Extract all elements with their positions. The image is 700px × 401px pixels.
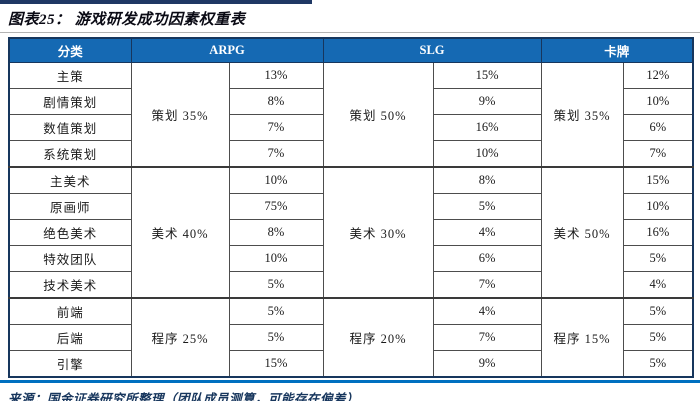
arpg-value-cell: 10% <box>228 245 324 272</box>
card-value-cell: 15% <box>622 166 694 194</box>
card-value-cell: 10% <box>622 193 694 220</box>
arpg-value-cell: 75% <box>228 193 324 220</box>
header-cell-card: 卡牌 <box>540 37 694 63</box>
arpg-value-cell: 10% <box>228 166 324 194</box>
card-value-cell: 7% <box>622 140 694 168</box>
slg-value-cell: 15% <box>432 62 542 89</box>
header-cell-arpg: ARPG <box>130 37 324 63</box>
bottom-accent-rule <box>0 380 700 383</box>
table-row: 原画师 75% 5% 10% <box>8 193 694 220</box>
category-cell: 后端 <box>8 324 132 351</box>
slg-value-cell: 16% <box>432 114 542 141</box>
slg-value-cell: 8% <box>432 166 542 194</box>
table-row: 特效团队 10% 6% 5% <box>8 245 694 272</box>
figure-top-rule <box>0 0 312 4</box>
card-value-cell: 5% <box>622 297 694 325</box>
table-row: 数值策划 7% 16% 6% <box>8 114 694 141</box>
table-row: 后端 5% 7% 5% <box>8 324 694 351</box>
category-cell: 主策 <box>8 62 132 89</box>
arpg-value-cell: 7% <box>228 114 324 141</box>
category-cell: 前端 <box>8 297 132 325</box>
slg-value-cell: 7% <box>432 271 542 299</box>
card-value-cell: 10% <box>622 88 694 115</box>
slg-value-cell: 9% <box>432 88 542 115</box>
source-note: 来源：国金证券研究所整理（团队成员测算，可能存在偏差） <box>8 392 360 401</box>
arpg-value-cell: 5% <box>228 324 324 351</box>
category-cell: 系统策划 <box>8 140 132 168</box>
category-cell: 技术美术 <box>8 271 132 299</box>
card-group-label-cell: 美术 50% <box>540 166 624 299</box>
arpg-group-label-cell: 策划 35% <box>130 62 230 168</box>
slg-value-cell: 4% <box>432 219 542 246</box>
card-value-cell: 5% <box>622 245 694 272</box>
slg-group-label-cell: 程序 20% <box>322 297 434 378</box>
arpg-value-cell: 13% <box>228 62 324 89</box>
table-row: 前端 程序 25% 5% 程序 20% 4% 程序 15% 5% <box>8 297 694 378</box>
card-group-label-cell: 策划 35% <box>540 62 624 168</box>
table-row: 剧情策划 8% 9% 10% <box>8 88 694 115</box>
header-cell-category: 分类 <box>8 37 132 63</box>
slg-value-cell: 5% <box>432 193 542 220</box>
card-value-cell: 5% <box>622 324 694 351</box>
category-cell: 引擎 <box>8 350 132 378</box>
arpg-value-cell: 7% <box>228 140 324 168</box>
card-value-cell: 5% <box>622 350 694 378</box>
category-cell: 原画师 <box>8 193 132 220</box>
category-cell: 特效团队 <box>8 245 132 272</box>
category-cell: 剧情策划 <box>8 88 132 115</box>
arpg-group-label-cell: 美术 40% <box>130 166 230 299</box>
figure-title: 图表25： 游戏研发成功因素权重表 <box>8 12 246 28</box>
table-row: 主策 策划 35% 13% 策划 50% 15% 策划 35% 12% <box>8 62 694 168</box>
header-cell-slg: SLG <box>322 37 542 63</box>
card-value-cell: 16% <box>622 219 694 246</box>
arpg-value-cell: 5% <box>228 271 324 299</box>
table-row: 系统策划 7% 10% 7% <box>8 140 694 168</box>
arpg-value-cell: 5% <box>228 297 324 325</box>
card-value-cell: 6% <box>622 114 694 141</box>
slg-value-cell: 4% <box>432 297 542 325</box>
arpg-value-cell: 8% <box>228 88 324 115</box>
arpg-group-label-cell: 程序 25% <box>130 297 230 378</box>
table-row: 技术美术 5% 7% 4% <box>8 271 694 299</box>
table-header-row: 分类 ARPG SLG 卡牌 <box>8 37 694 63</box>
table-row: 引擎 15% 9% 5% <box>8 350 694 378</box>
arpg-value-cell: 15% <box>228 350 324 378</box>
slg-group-label-cell: 美术 30% <box>322 166 434 299</box>
card-group-label-cell: 程序 15% <box>540 297 624 378</box>
card-value-cell: 4% <box>622 271 694 299</box>
arpg-value-cell: 8% <box>228 219 324 246</box>
category-cell: 主美术 <box>8 166 132 194</box>
slg-value-cell: 6% <box>432 245 542 272</box>
slg-group-label-cell: 策划 50% <box>322 62 434 168</box>
card-value-cell: 12% <box>622 62 694 89</box>
category-cell: 数值策划 <box>8 114 132 141</box>
slg-value-cell: 10% <box>432 140 542 168</box>
slg-value-cell: 7% <box>432 324 542 351</box>
title-divider <box>0 32 700 33</box>
slg-value-cell: 9% <box>432 350 542 378</box>
table-row: 主美术 美术 40% 10% 美术 30% 8% 美术 50% 15% <box>8 166 694 299</box>
weights-table: 分类 ARPG SLG 卡牌 主策 策划 35% 13% 策划 50% 15% … <box>8 37 695 378</box>
category-cell: 绝色美术 <box>8 219 132 246</box>
